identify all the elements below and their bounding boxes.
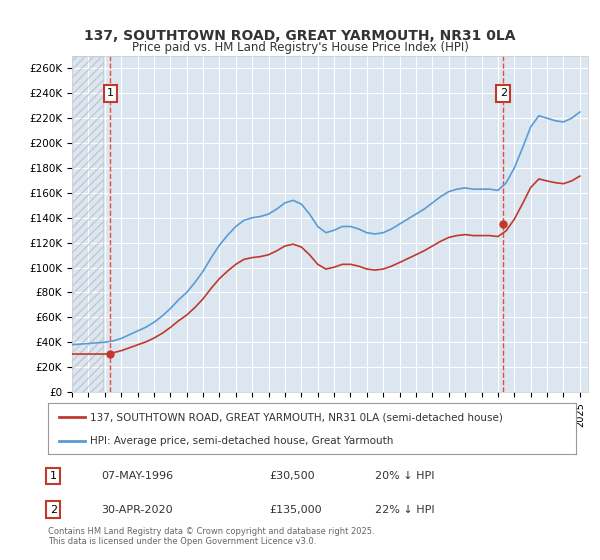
Text: £30,500: £30,500: [270, 471, 316, 481]
Text: 2: 2: [50, 505, 57, 515]
Text: 22% ↓ HPI: 22% ↓ HPI: [376, 505, 435, 515]
Text: 07-MAY-1996: 07-MAY-1996: [101, 471, 173, 481]
Text: 1: 1: [50, 471, 57, 481]
Text: £135,000: £135,000: [270, 505, 322, 515]
Text: 20% ↓ HPI: 20% ↓ HPI: [376, 471, 435, 481]
Text: 137, SOUTHTOWN ROAD, GREAT YARMOUTH, NR31 0LA (semi-detached house): 137, SOUTHTOWN ROAD, GREAT YARMOUTH, NR3…: [90, 412, 503, 422]
Text: 137, SOUTHTOWN ROAD, GREAT YARMOUTH, NR31 0LA: 137, SOUTHTOWN ROAD, GREAT YARMOUTH, NR3…: [84, 29, 516, 44]
Text: 1: 1: [107, 88, 114, 99]
Text: 30-APR-2020: 30-APR-2020: [101, 505, 172, 515]
Text: HPI: Average price, semi-detached house, Great Yarmouth: HPI: Average price, semi-detached house,…: [90, 436, 394, 446]
Text: 2: 2: [500, 88, 507, 99]
Text: Price paid vs. HM Land Registry's House Price Index (HPI): Price paid vs. HM Land Registry's House …: [131, 41, 469, 54]
Text: Contains HM Land Registry data © Crown copyright and database right 2025.
This d: Contains HM Land Registry data © Crown c…: [48, 526, 374, 546]
